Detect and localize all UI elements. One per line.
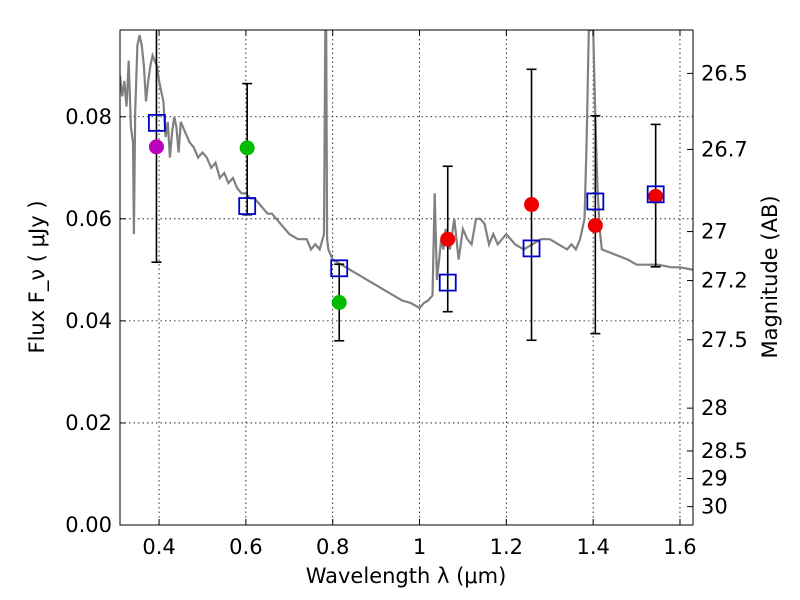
y-axis-ticks: 0.00 0.02 0.04 0.06 0.08 [65,105,126,537]
grid [120,30,693,526]
y-tick-label: 0.02 [65,411,112,435]
model-photometry-square [522,239,541,258]
x-tick-label: 0.6 [229,535,262,559]
y-tick-label: 0.08 [65,105,112,129]
x-tick-label: 0.8 [316,535,349,559]
observed-point [331,295,347,311]
plot-frame [119,29,694,526]
observed-point [148,139,164,155]
model-photometry-squares [147,113,665,292]
model-spectrum-line [120,30,693,310]
model-photometry-square [646,185,665,204]
right-tick-label: 30 [701,495,728,519]
right-axis-ticks: 26.5 26.7 27 27.2 27.5 28 28.5 29 30 [687,61,748,519]
model-photometry-square [238,197,257,215]
model-photometry-square [330,259,349,278]
right-tick-label: 27.5 [701,328,748,352]
observed-point [440,231,456,247]
y-tick-label: 0.00 [65,513,112,537]
observed-point [587,217,603,233]
right-tick-label: 27.2 [701,269,748,293]
observed-point [648,188,664,204]
right-tick-label: 29 [701,467,728,491]
right-tick-label: 28 [701,396,728,420]
model-photometry-square [147,113,166,132]
plot-area [120,30,693,342]
observed-points [148,139,664,311]
x-tick-label: 0.4 [142,535,175,559]
x-axis-label: Wavelength λ (μm) [306,564,507,588]
right-tick-label: 27 [701,220,728,244]
y-axis-label: Flux F_ν ( μJy ) [25,200,50,353]
y-tick-label: 0.06 [65,207,112,231]
model-photometry-square [438,273,457,292]
model-photometry-square [586,192,605,211]
x-tick-label: 1.6 [663,535,696,559]
x-tick-label: 1.4 [576,535,609,559]
right-tick-label: 26.7 [701,137,748,161]
right-tick-label: 26.5 [701,61,748,85]
right-axis-label: Magnitude (AB) [758,195,782,358]
x-tick-label: 1.2 [490,535,523,559]
y-tick-label: 0.04 [65,309,112,333]
observed-point [524,197,540,213]
right-tick-label: 28.5 [701,439,748,463]
x-tick-label: 1 [413,535,426,559]
x-axis-ticks: 0.4 0.6 0.8 1 1.2 1.4 1.6 [142,30,697,559]
observed-point [239,140,255,156]
